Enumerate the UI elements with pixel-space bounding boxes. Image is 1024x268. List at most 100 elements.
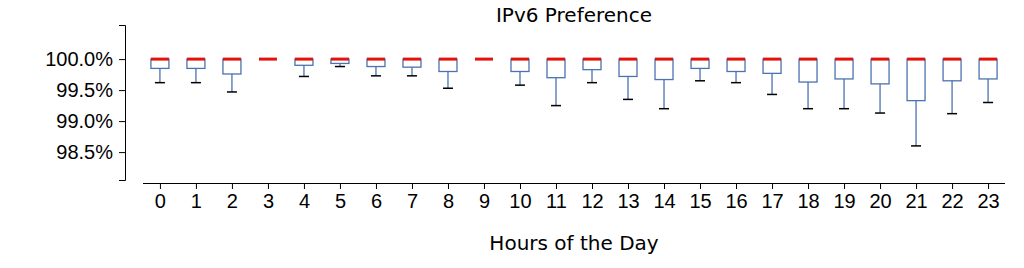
- chart: IPv6 Preference98.5%99.0%99.5%100.0%0123…: [0, 0, 1024, 268]
- x-tick-label: 14: [653, 190, 675, 212]
- x-tick-label: 4: [299, 190, 310, 212]
- x-tick-mark: [592, 183, 593, 189]
- lower-whisker: [519, 72, 520, 86]
- box: [691, 59, 709, 81]
- box-body: [835, 59, 853, 79]
- box: [475, 59, 493, 60]
- x-tick-label: 16: [725, 190, 747, 212]
- y-tick: 98.5%: [56, 141, 125, 163]
- x-axis: 01234567891011121314151617181920212223: [143, 183, 1005, 212]
- median: [475, 58, 493, 61]
- box-body: [871, 59, 889, 84]
- x-tick: 0: [155, 183, 166, 212]
- box-body: [475, 58, 493, 59]
- x-tick: 22: [941, 183, 963, 212]
- median: [403, 58, 421, 61]
- lower-whisker: [627, 76, 628, 99]
- box: [295, 59, 313, 76]
- median: [871, 58, 889, 61]
- lower-whisker: [663, 80, 664, 109]
- y-tick-label: 99.5%: [56, 79, 113, 101]
- x-tick: 21: [905, 183, 927, 212]
- x-tick-label: 8: [443, 190, 454, 212]
- box: [223, 59, 241, 92]
- box: [439, 59, 457, 88]
- lower-cap: [299, 76, 309, 78]
- box: [871, 59, 889, 113]
- lower-cap: [155, 82, 165, 84]
- x-tick: 3: [263, 183, 274, 212]
- box-body: [655, 59, 673, 79]
- median: [763, 58, 781, 61]
- x-tick-mark: [340, 183, 341, 189]
- box: [187, 59, 205, 83]
- box: [799, 59, 817, 109]
- x-tick: 9: [479, 183, 490, 212]
- x-tick-label: 9: [479, 190, 490, 212]
- median: [619, 58, 637, 61]
- lower-cap: [227, 91, 237, 93]
- lower-cap: [407, 75, 417, 77]
- x-tick-mark: [952, 183, 953, 189]
- x-tick-mark: [736, 183, 737, 189]
- box-body: [799, 59, 817, 82]
- x-tick-mark: [412, 183, 413, 189]
- x-tick-mark: [772, 183, 773, 189]
- lower-cap: [587, 82, 597, 84]
- y-tick: 99.0%: [56, 110, 125, 132]
- x-tick-mark: [448, 183, 449, 189]
- x-tick: 11: [546, 183, 567, 212]
- x-tick-mark: [520, 183, 521, 189]
- x-tick: 14: [653, 183, 675, 212]
- x-tick-mark: [556, 183, 557, 189]
- x-tick: 1: [191, 183, 202, 212]
- lower-whisker: [159, 68, 160, 82]
- box: [367, 59, 385, 76]
- y-tick-mark: [119, 152, 125, 153]
- x-tick-label: 23: [977, 190, 999, 212]
- x-tick: 16: [725, 183, 747, 212]
- x-tick-label: 7: [407, 190, 418, 212]
- median: [655, 58, 673, 61]
- x-tick: 8: [443, 183, 454, 212]
- median: [223, 58, 241, 61]
- box: [907, 59, 925, 146]
- x-tick: 12: [581, 183, 603, 212]
- box: [511, 59, 529, 85]
- y-tick: 99.5%: [56, 79, 125, 101]
- x-tick-label: 11: [546, 190, 567, 212]
- x-tick: 13: [617, 183, 639, 212]
- lower-cap: [839, 108, 849, 110]
- lower-whisker: [915, 101, 916, 146]
- median: [691, 58, 709, 61]
- x-tick: 6: [371, 183, 382, 212]
- x-tick-label: 12: [581, 190, 603, 212]
- x-tick-mark: [232, 183, 233, 189]
- box: [727, 59, 745, 83]
- x-tick-mark: [664, 183, 665, 189]
- lower-cap: [371, 75, 381, 77]
- x-tick-mark: [160, 183, 161, 189]
- box: [583, 59, 601, 83]
- lower-whisker: [231, 74, 232, 92]
- box-body: [979, 59, 997, 79]
- x-tick: 7: [407, 183, 418, 212]
- y-axis-line: [119, 26, 126, 181]
- box: [403, 59, 421, 76]
- x-tick-mark: [628, 183, 629, 189]
- median: [547, 58, 565, 61]
- x-tick: 17: [761, 183, 783, 212]
- lower-cap: [911, 145, 921, 147]
- box-body: [619, 59, 637, 76]
- lower-cap: [803, 108, 813, 110]
- x-axis-title: Hours of the Day: [489, 231, 658, 255]
- lower-cap: [443, 87, 453, 89]
- y-axis: 98.5%99.0%99.5%100.0%: [45, 26, 125, 181]
- lower-whisker: [411, 67, 412, 76]
- lower-whisker: [843, 79, 844, 109]
- x-tick-mark: [880, 183, 881, 189]
- box-body: [367, 59, 385, 66]
- lower-cap: [767, 94, 777, 96]
- lower-cap: [947, 113, 957, 115]
- x-tick-mark: [304, 183, 305, 189]
